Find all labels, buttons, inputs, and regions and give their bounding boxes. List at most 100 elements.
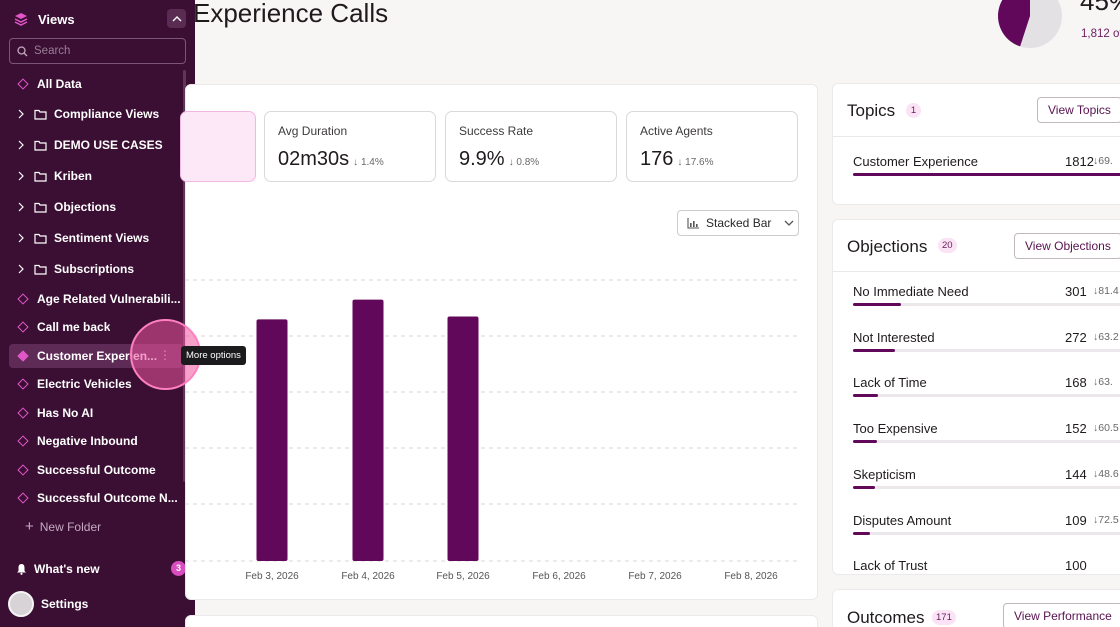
chevron-right-icon[interactable] [17, 109, 25, 119]
chevron-right-icon[interactable] [17, 264, 25, 274]
sidebar-folder[interactable]: Kriben [0, 164, 183, 188]
sidebar-view-item[interactable]: Successful Outcome N... [0, 486, 183, 510]
chart-type-select[interactable]: Stacked Bar [677, 210, 799, 236]
progress-track [853, 485, 1120, 489]
plus-icon: + [25, 518, 34, 535]
row-change: ↓63. [1093, 376, 1113, 389]
topics-card: Topics 1 View Topics Customer Experience… [832, 83, 1120, 205]
chevron-right-icon[interactable] [17, 171, 25, 181]
divider [833, 271, 1120, 272]
progress-pie [998, 0, 1062, 48]
sidebar-item-label: Kriben [54, 169, 93, 183]
outcomes-count-badge: 171 [932, 610, 956, 625]
progress-fill [853, 440, 877, 444]
sidebar-view-item[interactable]: Successful Outcome [0, 458, 183, 482]
row-count: 144 [1065, 466, 1087, 482]
progress-fill [853, 348, 895, 352]
percent-value: 45% [1080, 0, 1120, 16]
settings-button[interactable]: Settings [8, 591, 88, 617]
list-item[interactable]: Skepticism 144 ↓48.6 [853, 467, 1120, 497]
sidebar-item-label: Successful Outcome N... [37, 491, 178, 505]
row-change: ↓81.4 [1093, 285, 1119, 297]
row-change: ↓48.6 [1093, 467, 1119, 480]
sidebar-folder[interactable]: Subscriptions [0, 257, 183, 281]
row-change: ↓72.5 [1093, 513, 1119, 526]
whats-new-button[interactable]: What's new 3 [16, 560, 186, 578]
row-name: Customer Experience [853, 154, 978, 169]
sidebar-view-item[interactable]: Negative Inbound [0, 429, 183, 453]
percent-subtext: 1,812 of [1081, 28, 1120, 40]
sidebar-view-item[interactable]: Age Related Vulnerabili... [0, 287, 183, 311]
row-name: Disputes Amount [853, 512, 952, 528]
list-item[interactable]: Lack of Time 168 ↓63. [853, 375, 1120, 405]
progress-fill [853, 303, 901, 306]
sidebar-view-item[interactable]: Has No AI [0, 401, 183, 425]
stat-card-avg-duration[interactable]: Avg Duration 02m30s ↓ 1.4% [264, 111, 436, 182]
page-title: Experience Calls [193, 0, 389, 28]
sidebar-header: Views [14, 9, 186, 28]
list-item[interactable]: Disputes Amount 109 ↓72.5 [853, 513, 1120, 543]
chart-bar[interactable] [447, 316, 479, 561]
row-count: 301 [1065, 284, 1087, 299]
stat-card-success-rate[interactable]: Success Rate 9.9% ↓ 0.8% [445, 111, 617, 182]
row-change: ↓60.5 [1093, 422, 1119, 435]
progress-fill [853, 394, 878, 398]
list-item[interactable]: Lack of Trust 100 [853, 558, 1120, 574]
view-diamond-icon [17, 78, 29, 90]
topics-count-badge: 1 [906, 103, 921, 118]
sidebar-item-label: Electric Vehicles [37, 377, 132, 391]
sidebar-folder[interactable]: Objections [0, 195, 183, 219]
view-diamond-icon [17, 293, 29, 305]
topics-title: Topics [847, 101, 896, 120]
list-item[interactable]: Customer Experience 1812 ↓69. [853, 154, 1120, 184]
folder-icon [34, 233, 47, 244]
bell-icon [17, 564, 26, 575]
view-performance-button[interactable]: View Performance [1003, 603, 1120, 627]
settings-label: Settings [41, 597, 89, 611]
chevron-right-icon[interactable] [17, 233, 25, 243]
collapse-sidebar-button[interactable] [167, 9, 186, 28]
sidebar-folder[interactable]: Sentiment Views [0, 226, 183, 250]
bar-chart-icon [687, 217, 699, 229]
progress-track [853, 440, 1120, 444]
list-item[interactable]: No Immediate Need 301 ↓81.4 [853, 284, 1120, 314]
sidebar-item-label: Successful Outcome [37, 463, 156, 477]
stat-card-active-agents[interactable]: Active Agents 176 ↓ 17.6% [626, 111, 798, 182]
more-options-tooltip: More options [181, 346, 246, 365]
x-tick-label: Feb 4, 2026 [341, 571, 395, 582]
view-diamond-icon [17, 407, 29, 419]
view-objections-button[interactable]: View Objections [1014, 233, 1120, 259]
view-diamond-icon [17, 435, 29, 447]
view-topics-button[interactable]: View Topics [1037, 97, 1120, 123]
sidebar-scrollbar[interactable] [183, 70, 186, 482]
objections-title: Objections [847, 237, 928, 256]
sidebar-item-label: Has No AI [37, 406, 94, 420]
stat-value: 176 ↓ 17.6% [640, 148, 714, 170]
sidebar-item-label: Call me back [37, 320, 111, 334]
whats-new-badge: 3 [171, 561, 186, 576]
sidebar-folder[interactable]: Compliance Views [0, 102, 183, 126]
x-tick-label: Feb 6, 2026 [532, 571, 586, 582]
chart-bar[interactable] [352, 299, 384, 561]
x-tick-label: Feb 7, 2026 [628, 571, 682, 582]
chart-bar[interactable] [256, 319, 288, 561]
stat-card-selected[interactable] [180, 111, 256, 182]
row-count: 109 [1065, 512, 1087, 528]
row-name: Too Expensive [853, 421, 938, 437]
chevron-right-icon[interactable] [17, 202, 25, 212]
search-icon [17, 45, 28, 56]
search-input[interactable]: Search [9, 38, 186, 64]
view-diamond-icon [17, 350, 29, 362]
chart-type-label: Stacked Bar [706, 216, 772, 230]
row-change: ↓69. [1093, 155, 1113, 167]
sidebar-folder[interactable]: DEMO USE CASES [0, 133, 183, 157]
row-name: No Immediate Need [853, 284, 969, 299]
sidebar-view-item[interactable]: All Data [0, 72, 183, 96]
bottom-card [185, 615, 818, 627]
x-tick-label: Feb 5, 2026 [436, 571, 490, 582]
sidebar-item-label: Age Related Vulnerabili... [37, 292, 181, 306]
list-item[interactable]: Too Expensive 152 ↓60.5 [853, 421, 1120, 451]
list-item[interactable]: Not Interested 272 ↓63.2 [853, 330, 1120, 360]
chevron-right-icon[interactable] [17, 140, 25, 150]
new-folder-button[interactable]: + New Folder [25, 518, 101, 535]
